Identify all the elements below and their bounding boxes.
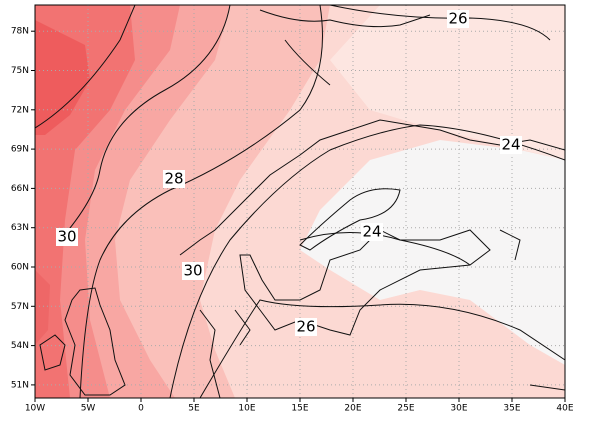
contour-label: 24: [501, 136, 520, 154]
contour-line: [329, 5, 551, 41]
coastline: [179, 119, 565, 256]
contour-label-bg: [447, 10, 469, 28]
axes: 10W 5W 0 5E 10E 15E 20E 25E 30E 35E 40E 51N 54N 57N 60…: [11, 27, 574, 414]
x-tick-label: 5E: [188, 404, 200, 414]
x-tick-label: 10E: [238, 404, 255, 414]
y-tick-label: 57N: [11, 302, 29, 312]
y-tick-label: 63N: [11, 223, 29, 233]
contour-line: [59, 5, 231, 241]
contour-labels: 26 24 28 30 30 24 26: [56, 10, 522, 336]
coastline: [199, 229, 565, 398]
x-tick-label: 20E: [344, 404, 361, 414]
x-tick-label: 5W: [81, 404, 96, 414]
contour-label-bg: [182, 262, 204, 280]
x-tick-label: 30E: [450, 404, 467, 414]
y-tick-label: 66N: [11, 184, 29, 194]
y-tick-label: 54N: [11, 341, 29, 351]
contour-line: [35, 5, 136, 129]
y-tick-label: 78N: [11, 27, 29, 37]
y-tick-label: 72N: [11, 105, 29, 115]
x-tick-label: 35E: [503, 404, 520, 414]
lines: [35, 5, 565, 398]
x-tick-label: 40E: [556, 404, 573, 414]
contour-label: 26: [296, 318, 315, 336]
contour-label-bg: [56, 228, 78, 246]
contour-line: [169, 124, 565, 398]
contour-label: 30: [57, 228, 76, 246]
contour-label-bg: [295, 318, 317, 336]
contour-line: [79, 5, 323, 398]
x-tick-label: 15E: [291, 404, 308, 414]
contour-label: 26: [448, 10, 467, 28]
y-tick-label: 60N: [11, 263, 29, 273]
coastline: [259, 9, 431, 86]
coastline: [39, 287, 126, 396]
contour-label-bg: [361, 223, 383, 241]
y-tick-label: 75N: [11, 66, 29, 76]
contour-label-bg: [163, 170, 185, 188]
y-tick-label: 69N: [11, 145, 29, 155]
contour-label-bg: [500, 136, 522, 154]
contour-line: [199, 299, 565, 398]
x-tick-label: 10W: [25, 404, 45, 414]
contour-label: 28: [164, 170, 183, 188]
x-tick-label: 0: [138, 404, 144, 414]
contour-label: 24: [362, 223, 381, 241]
x-tick-label: 25E: [397, 404, 414, 414]
y-tick-label: 51N: [11, 380, 29, 390]
contour-label: 30: [183, 262, 202, 280]
